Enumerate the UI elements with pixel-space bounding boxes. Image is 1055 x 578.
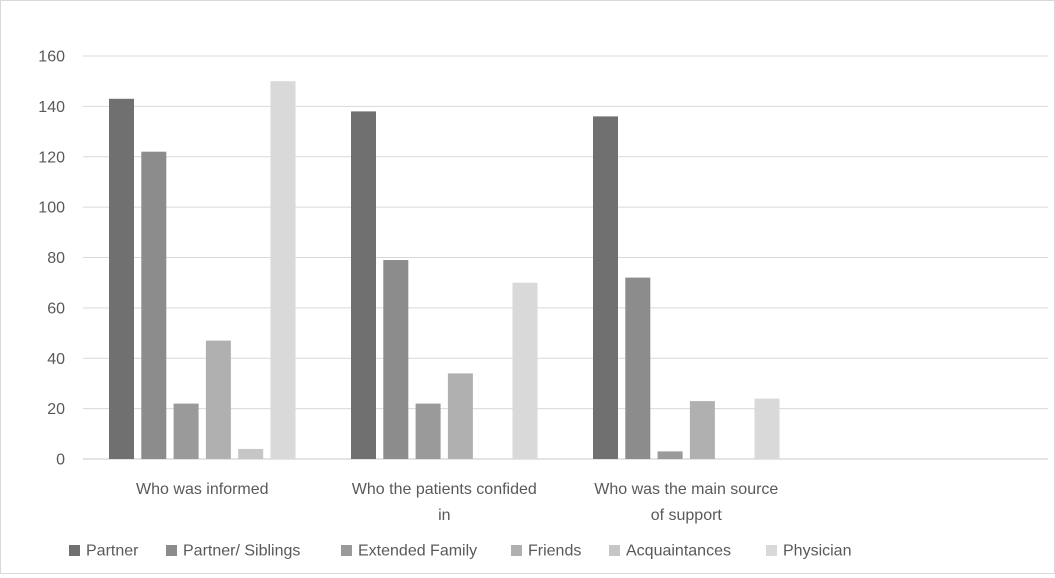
x-category-label: Who the patients confided in — [352, 481, 537, 524]
legend-label: Friends — [528, 543, 581, 560]
y-tick-label: 60 — [47, 300, 65, 317]
bar-acquaintances-1 — [238, 448, 264, 459]
bar-physician-1 — [270, 81, 296, 459]
bar-friends-2 — [447, 373, 473, 459]
bar-partner-2 — [351, 111, 376, 460]
bar-physician-2 — [512, 282, 538, 459]
y-tick-label: 0 — [56, 452, 65, 469]
legend-swatch — [609, 545, 620, 556]
bar-extended-family-3 — [657, 451, 683, 459]
y-tick-label: 40 — [47, 351, 65, 368]
legend-swatch — [166, 545, 177, 556]
bar-friends-1 — [205, 340, 231, 459]
y-tick-label: 100 — [38, 200, 65, 217]
legend-label: Acquaintances — [626, 543, 731, 560]
x-category-label: Who was the main source of support — [594, 481, 778, 524]
legend-label: Physician — [783, 543, 851, 560]
x-axis-category-labels: Who was informed Who the patients confide… — [136, 481, 778, 524]
legend-label: Partner/ Siblings — [183, 543, 300, 560]
bar-extended-family-2 — [415, 403, 441, 459]
legend: Partner Partner/ Siblings Extended Family F… — [69, 543, 851, 560]
legend-swatch — [69, 545, 80, 556]
bar-partner-siblings-2 — [383, 260, 409, 459]
bar-extended-family-1 — [173, 403, 199, 459]
legend-label: Extended Family — [358, 543, 477, 560]
x-category-label: Who was informed — [136, 481, 269, 498]
legend-swatch — [766, 545, 777, 556]
y-axis-tick-labels: 0 20 40 60 80 100 120 140 160 — [38, 49, 65, 469]
bar-partner-siblings-3 — [625, 277, 651, 459]
legend-label: Partner — [86, 543, 139, 560]
bar-friends-3 — [689, 401, 715, 459]
bar-partner-3 — [593, 116, 618, 460]
legend-swatch — [511, 545, 522, 556]
y-tick-label: 80 — [47, 250, 65, 267]
bar-partner-siblings-1 — [141, 151, 167, 459]
gridlines — [83, 55, 1048, 460]
bar-partner-1 — [109, 98, 134, 460]
legend-swatch — [341, 545, 352, 556]
y-tick-label: 160 — [38, 49, 65, 66]
bars — [109, 81, 780, 460]
y-tick-label: 120 — [38, 149, 65, 166]
y-tick-label: 20 — [47, 401, 65, 418]
y-tick-label: 140 — [38, 99, 65, 116]
bar-physician-3 — [754, 398, 780, 459]
